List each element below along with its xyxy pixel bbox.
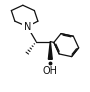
Text: OH: OH	[43, 66, 58, 76]
Polygon shape	[48, 42, 52, 59]
Text: N: N	[24, 22, 31, 31]
